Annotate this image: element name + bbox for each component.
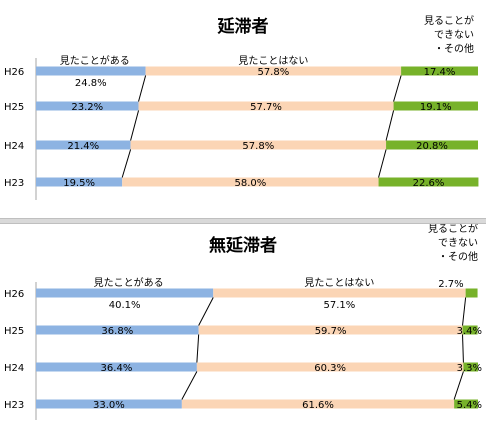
category-label-H25: H25 [4, 326, 24, 337]
series-line-2-1 [385, 110, 395, 141]
legend-label-series-1: 見たことがある [60, 54, 130, 67]
category-label-H26: H26 [4, 67, 24, 78]
legend-label-series-3-line-3: ・その他 [438, 250, 478, 263]
stacked-bar-chart-non-delinquent: 無延滞者 H26 40.1% 57.1% 2.7% H25 36.8% 59.7% 3.4% H2… [4, 224, 482, 420]
data-label-H24-series-1: 36.4% [101, 363, 133, 374]
bar-H26-series-2 [213, 288, 466, 298]
data-label-H25-series-3: 19.1% [420, 102, 452, 113]
category-label-H23: H23 [4, 178, 24, 189]
chart-panel-delinquent: 延滞者 H26 24.8% 57.8% 17.4% H25 23.2% 57.7% 19.1% H… [0, 0, 486, 212]
chart-panel-non-delinquent: 無延滞者 H26 40.1% 57.1% 2.7% H25 36.8% 59.7% 3.4% H2… [0, 224, 486, 431]
data-label-H25-series-2: 59.7% [315, 326, 347, 337]
data-label-H24-series-1: 21.4% [67, 141, 99, 152]
category-label-H24: H24 [4, 141, 24, 152]
data-label-H23-series-1: 19.5% [63, 178, 95, 189]
data-label-H25-series-2: 57.7% [250, 102, 282, 113]
bar-H25-series-1 [36, 325, 199, 335]
data-label-H26-series-3: 17.4% [424, 67, 456, 78]
data-label-H26-series-2: 57.1% [324, 300, 356, 311]
bar-H26-series-3 [401, 66, 478, 76]
data-label-H26-series-1: 24.8% [75, 78, 107, 89]
legend-label-series-3-line-1: 見ることが [428, 224, 478, 235]
bar-H25-series-3 [462, 325, 478, 335]
bar-H25-series-3 [393, 101, 478, 111]
legend-label-series-2: 見たことはない [304, 277, 374, 289]
series-line-1-0 [138, 75, 147, 102]
series-line-1-2 [121, 149, 132, 178]
bar-H23-series-1 [36, 177, 123, 187]
series-line-2-1 [462, 334, 464, 363]
data-label-H25-series-3: 3.4% [457, 326, 482, 337]
bar-H23-series-2 [122, 177, 379, 187]
category-label-H24: H24 [4, 363, 24, 374]
bar-H26-series-3 [465, 288, 478, 298]
chart-title: 無延滞者 [209, 235, 277, 256]
bar-H24-series-2 [196, 362, 464, 372]
legend-label-series-3-line-2: できない [438, 237, 478, 249]
stacked-bar-chart-delinquent: 延滞者 H26 24.8% 57.8% 17.4% H25 23.2% 57.7% 19.1% H… [4, 14, 479, 200]
series-line-2-0 [393, 75, 402, 102]
data-label-H24-series-3: 3.3% [457, 363, 482, 374]
bar-H25-series-2 [198, 325, 463, 335]
series-line-2-0 [462, 297, 467, 326]
bar-H26-series-2 [145, 66, 402, 76]
legend-label-series-2: 見たことはない [238, 55, 308, 67]
bar-H23-series-3 [454, 399, 478, 409]
data-label-H23-series-1: 33.0% [93, 400, 125, 411]
legend-label-series-3-line-1: 見ることが [424, 14, 474, 27]
bar-H23-series-3 [378, 177, 479, 187]
data-label-H24-series-3: 20.8% [416, 141, 448, 152]
bar-H25-series-1 [36, 101, 139, 111]
bar-H23-series-1 [36, 399, 182, 409]
data-label-H25-series-1: 23.2% [71, 102, 103, 113]
series-line-1-1 [196, 334, 200, 363]
bar-H24-series-2 [130, 140, 387, 150]
category-label-H23: H23 [4, 400, 24, 411]
series-line-2-2 [378, 149, 387, 178]
legend-label-series-3-line-2: できない [434, 29, 474, 41]
data-label-H26-series-3: 2.7% [438, 279, 463, 290]
data-label-H23-series-3: 5.4% [457, 400, 482, 411]
bar-H24-series-1 [36, 362, 197, 372]
data-label-H23-series-3: 22.6% [413, 178, 445, 189]
legend-label-series-1: 見たことがある [94, 276, 164, 289]
data-label-H23-series-2: 58.0% [234, 178, 266, 189]
legend-label-series-3-line-3: ・その他 [434, 42, 474, 55]
series-line-1-2 [181, 371, 198, 400]
category-label-H25: H25 [4, 102, 24, 113]
bar-H24-series-3 [386, 140, 478, 150]
bar-H24-series-1 [36, 140, 131, 150]
bar-H24-series-3 [463, 362, 478, 372]
data-label-H26-series-1: 40.1% [109, 300, 141, 311]
data-label-H24-series-2: 57.8% [242, 141, 274, 152]
panel-separator [0, 218, 486, 224]
series-line-2-2 [453, 371, 464, 400]
bar-H25-series-2 [138, 101, 394, 111]
data-label-H26-series-2: 57.8% [257, 67, 289, 78]
data-label-H25-series-1: 36.8% [101, 326, 133, 337]
category-label-H26: H26 [4, 289, 24, 300]
bar-H26-series-1 [36, 66, 146, 76]
data-label-H24-series-2: 60.3% [314, 363, 346, 374]
bar-H26-series-1 [36, 288, 214, 298]
series-line-1-1 [130, 110, 140, 141]
bar-H23-series-2 [181, 399, 455, 409]
series-line-1-0 [198, 297, 214, 326]
chart-title: 延滞者 [217, 16, 269, 37]
data-label-H23-series-2: 61.6% [302, 400, 334, 411]
